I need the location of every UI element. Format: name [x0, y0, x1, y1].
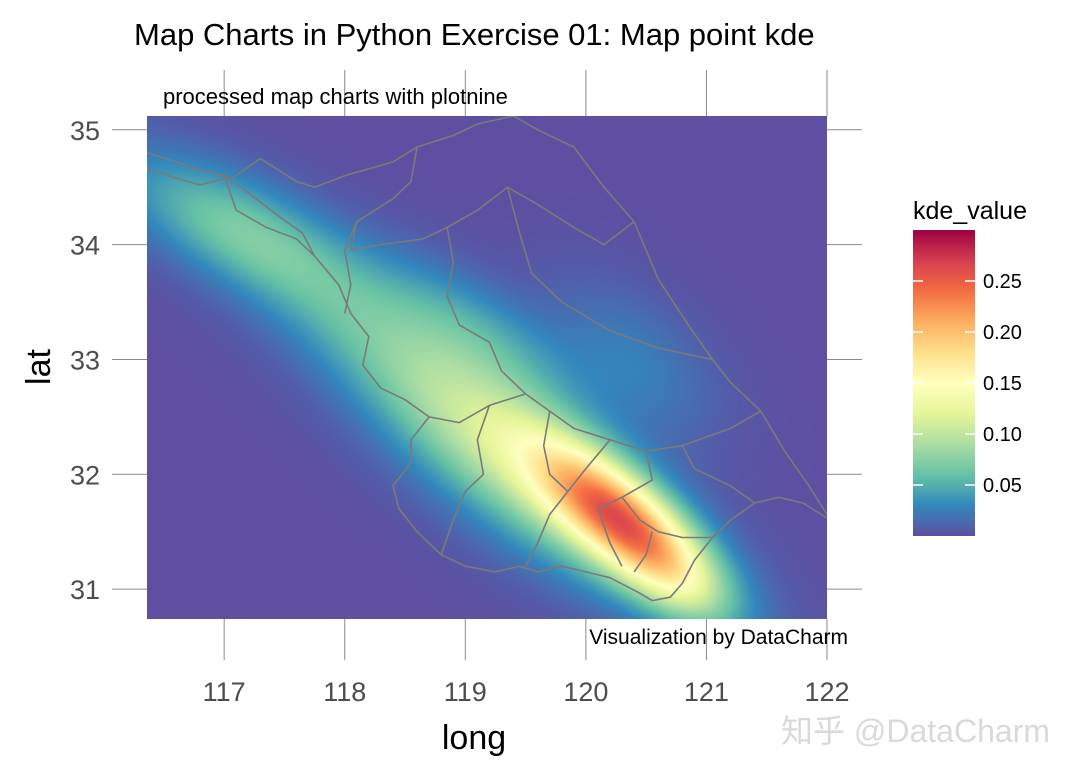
- chart-subtitle: processed map charts with plotnine: [163, 84, 508, 109]
- x-tick-label-122: 122: [804, 677, 849, 707]
- boundary-line-0: [147, 116, 827, 515]
- x-tick-label-120: 120: [563, 677, 608, 707]
- y-tick-label-31: 31: [70, 575, 100, 605]
- boundary-line-2: [223, 175, 316, 257]
- legend-label-4: 0.25: [983, 271, 1022, 293]
- legend-colorbar: [913, 230, 975, 536]
- boundary-line-13: [681, 445, 756, 504]
- y-tick-label-33: 33: [70, 345, 100, 375]
- legend-label-1: 0.10: [983, 424, 1022, 446]
- boundary-line-11: [597, 451, 653, 567]
- boundary-line-14: [633, 531, 653, 573]
- watermark-text: 知乎 @DataCharm: [781, 713, 1050, 749]
- boundary-line-8: [440, 405, 491, 555]
- y-tick-label-35: 35: [70, 116, 100, 146]
- x-tick-label-118: 118: [323, 677, 366, 707]
- boundary-line-3: [350, 146, 635, 252]
- chart-caption: Visualization by DataCharm: [589, 626, 848, 649]
- kde-heatmap-area: [147, 116, 827, 619]
- boundary-line-5: [446, 227, 527, 395]
- axis-ticks: [112, 70, 862, 660]
- x-tick-label-121: 121: [684, 677, 729, 707]
- x-axis-title: long: [442, 719, 506, 757]
- x-tick-label-117: 117: [203, 677, 246, 707]
- map-boundaries: [147, 116, 827, 602]
- y-tick-labels: 31 32 33 34 35: [70, 116, 100, 605]
- x-tick-label-119: 119: [444, 677, 487, 707]
- boundary-line-7: [428, 393, 762, 453]
- chart-title: Map Charts in Python Exercise 01: Map po…: [134, 17, 815, 52]
- legend-label-0: 0.05: [983, 475, 1022, 497]
- legend-ticks: 0.05 0.10 0.15 0.20 0.25: [913, 271, 1022, 497]
- boundary-line-10: [567, 439, 611, 492]
- boundary-line-4: [343, 221, 358, 314]
- legend-label-2: 0.15: [983, 373, 1022, 395]
- boundary-line-6: [506, 186, 713, 361]
- boundary-line-12: [621, 496, 713, 539]
- x-tick-labels: 117 118 119 120 121 122: [203, 677, 850, 707]
- y-tick-label-32: 32: [70, 460, 100, 490]
- legend-title: kde_value: [913, 197, 1027, 225]
- y-axis-title: lat: [20, 348, 58, 384]
- legend-label-3: 0.20: [983, 322, 1022, 344]
- y-tick-label-34: 34: [70, 231, 100, 261]
- boundary-line-1: [147, 151, 827, 602]
